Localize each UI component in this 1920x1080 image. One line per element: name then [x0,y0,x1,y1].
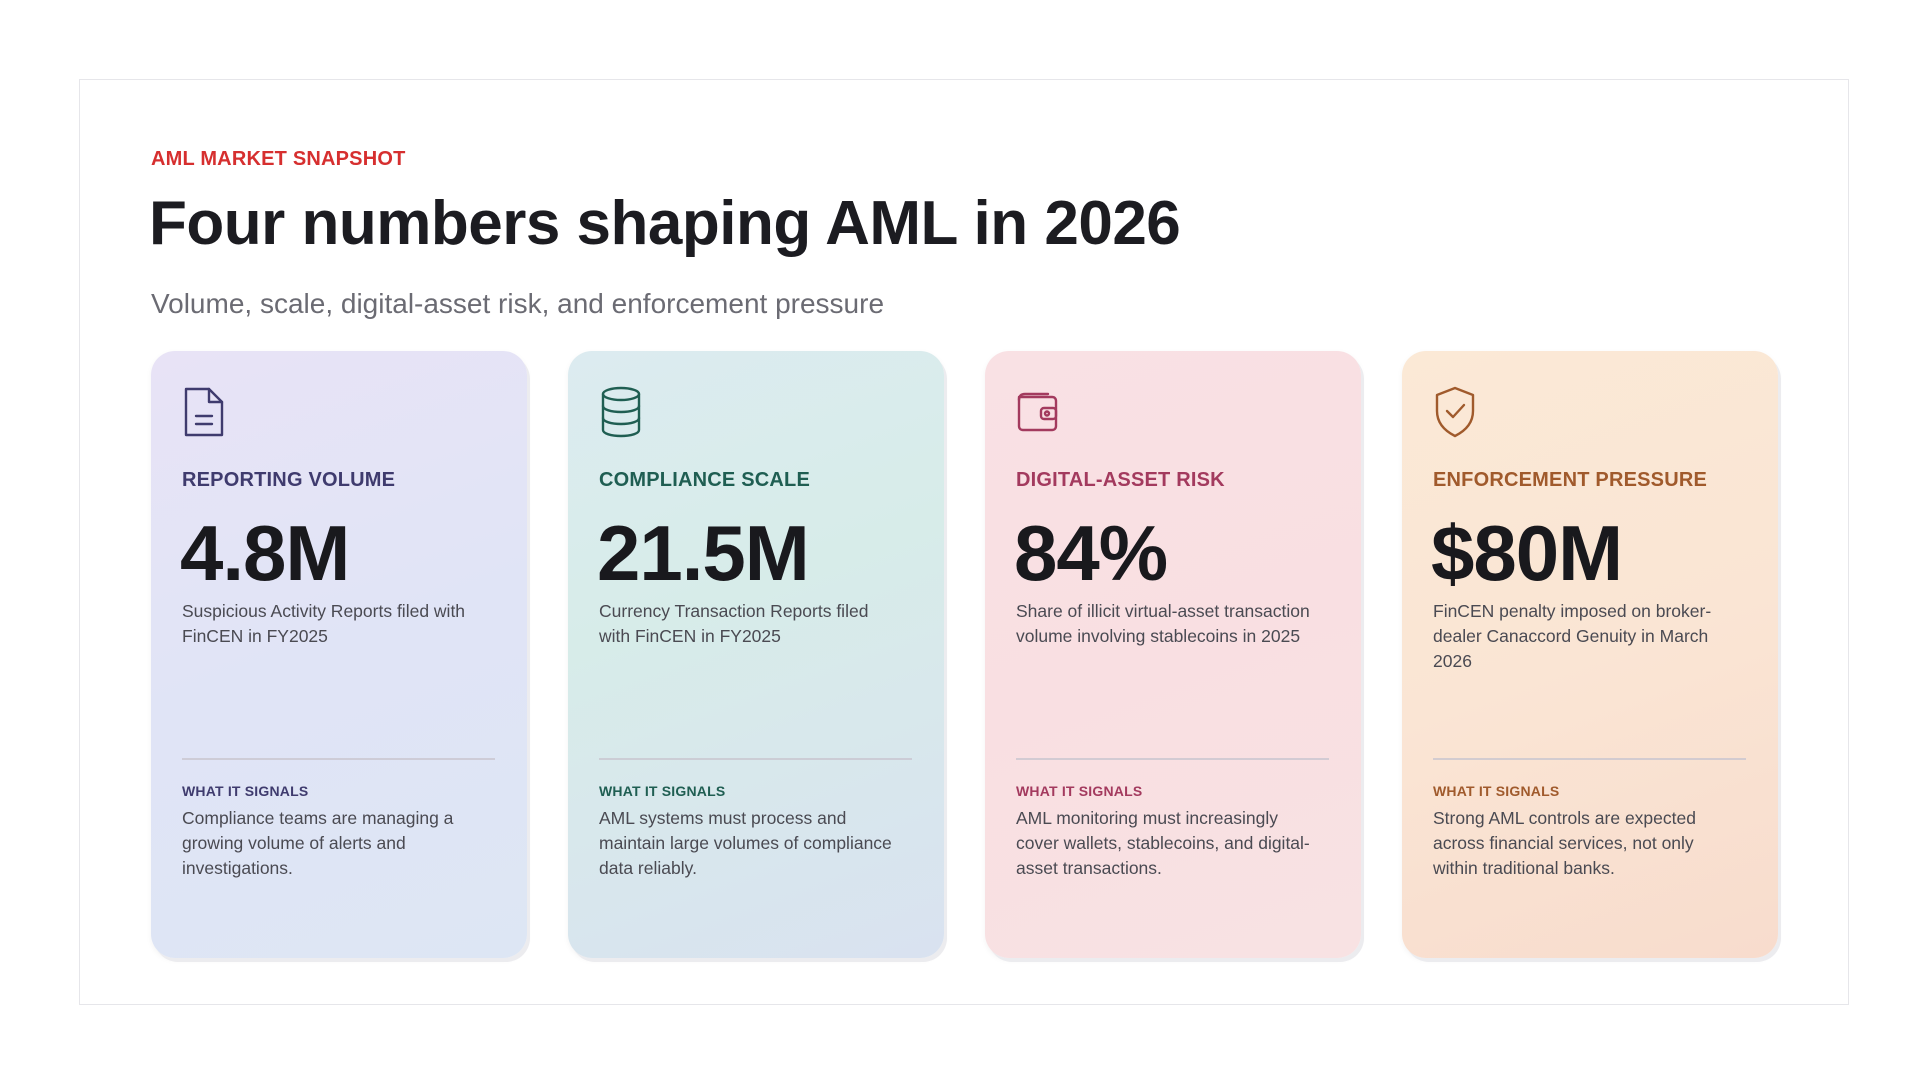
page-title: Four numbers shaping AML in 2026 [149,189,1181,258]
card-value: $80M [1431,509,1623,597]
signal-label: WHAT IT SIGNALS [182,783,309,799]
signal-text: Strong AML controls are expected across … [1433,808,1696,878]
signal-text: AML monitoring must increasingly cover w… [1016,808,1310,878]
card-value: 84% [1014,509,1168,597]
signal-text: Compliance teams are managing a growing … [182,808,454,878]
card-divider [1433,758,1746,760]
card-description: Currency Transaction Reports filed with … [599,601,869,646]
signal-label: WHAT IT SIGNALS [1433,783,1560,799]
card-value: 21.5M [597,509,810,597]
signal-label: WHAT IT SIGNALS [599,783,726,799]
card-label: DIGITAL-ASSET RISK [1016,469,1225,491]
signal-label: WHAT IT SIGNALS [1016,783,1143,799]
card-reporting-volume: REPORTING VOLUME 4.8M Suspicious Activit… [151,351,527,958]
signal-text: AML systems must process and maintain la… [599,808,892,878]
card-divider [182,758,495,760]
card-description: FinCEN penalty imposed on broker-dealer … [1433,601,1712,671]
document-icon [181,385,227,439]
card-enforcement-pressure: ENFORCEMENT PRESSURE $80M FinCEN penalty… [1402,351,1778,958]
card-description: Suspicious Activity Reports filed with F… [182,601,466,646]
page-subtitle: Volume, scale, digital-asset risk, and e… [151,288,885,319]
card-digital-asset-risk: DIGITAL-ASSET RISK 84% Share of illicit … [985,351,1361,958]
card-label: COMPLIANCE SCALE [599,469,810,491]
card-label: ENFORCEMENT PRESSURE [1433,469,1708,491]
card-compliance-scale: COMPLIANCE SCALE 21.5M Currency Transact… [568,351,944,958]
card-description: Share of illicit virtual-asset transacti… [1016,601,1310,646]
shield-check-icon [1432,385,1478,439]
eyebrow: AML MARKET SNAPSHOT [151,148,406,170]
database-icon [598,385,644,439]
card-divider [599,758,912,760]
wallet-icon [1015,385,1061,439]
card-label: REPORTING VOLUME [182,469,396,491]
card-divider [1016,758,1329,760]
card-value: 4.8M [180,509,350,597]
